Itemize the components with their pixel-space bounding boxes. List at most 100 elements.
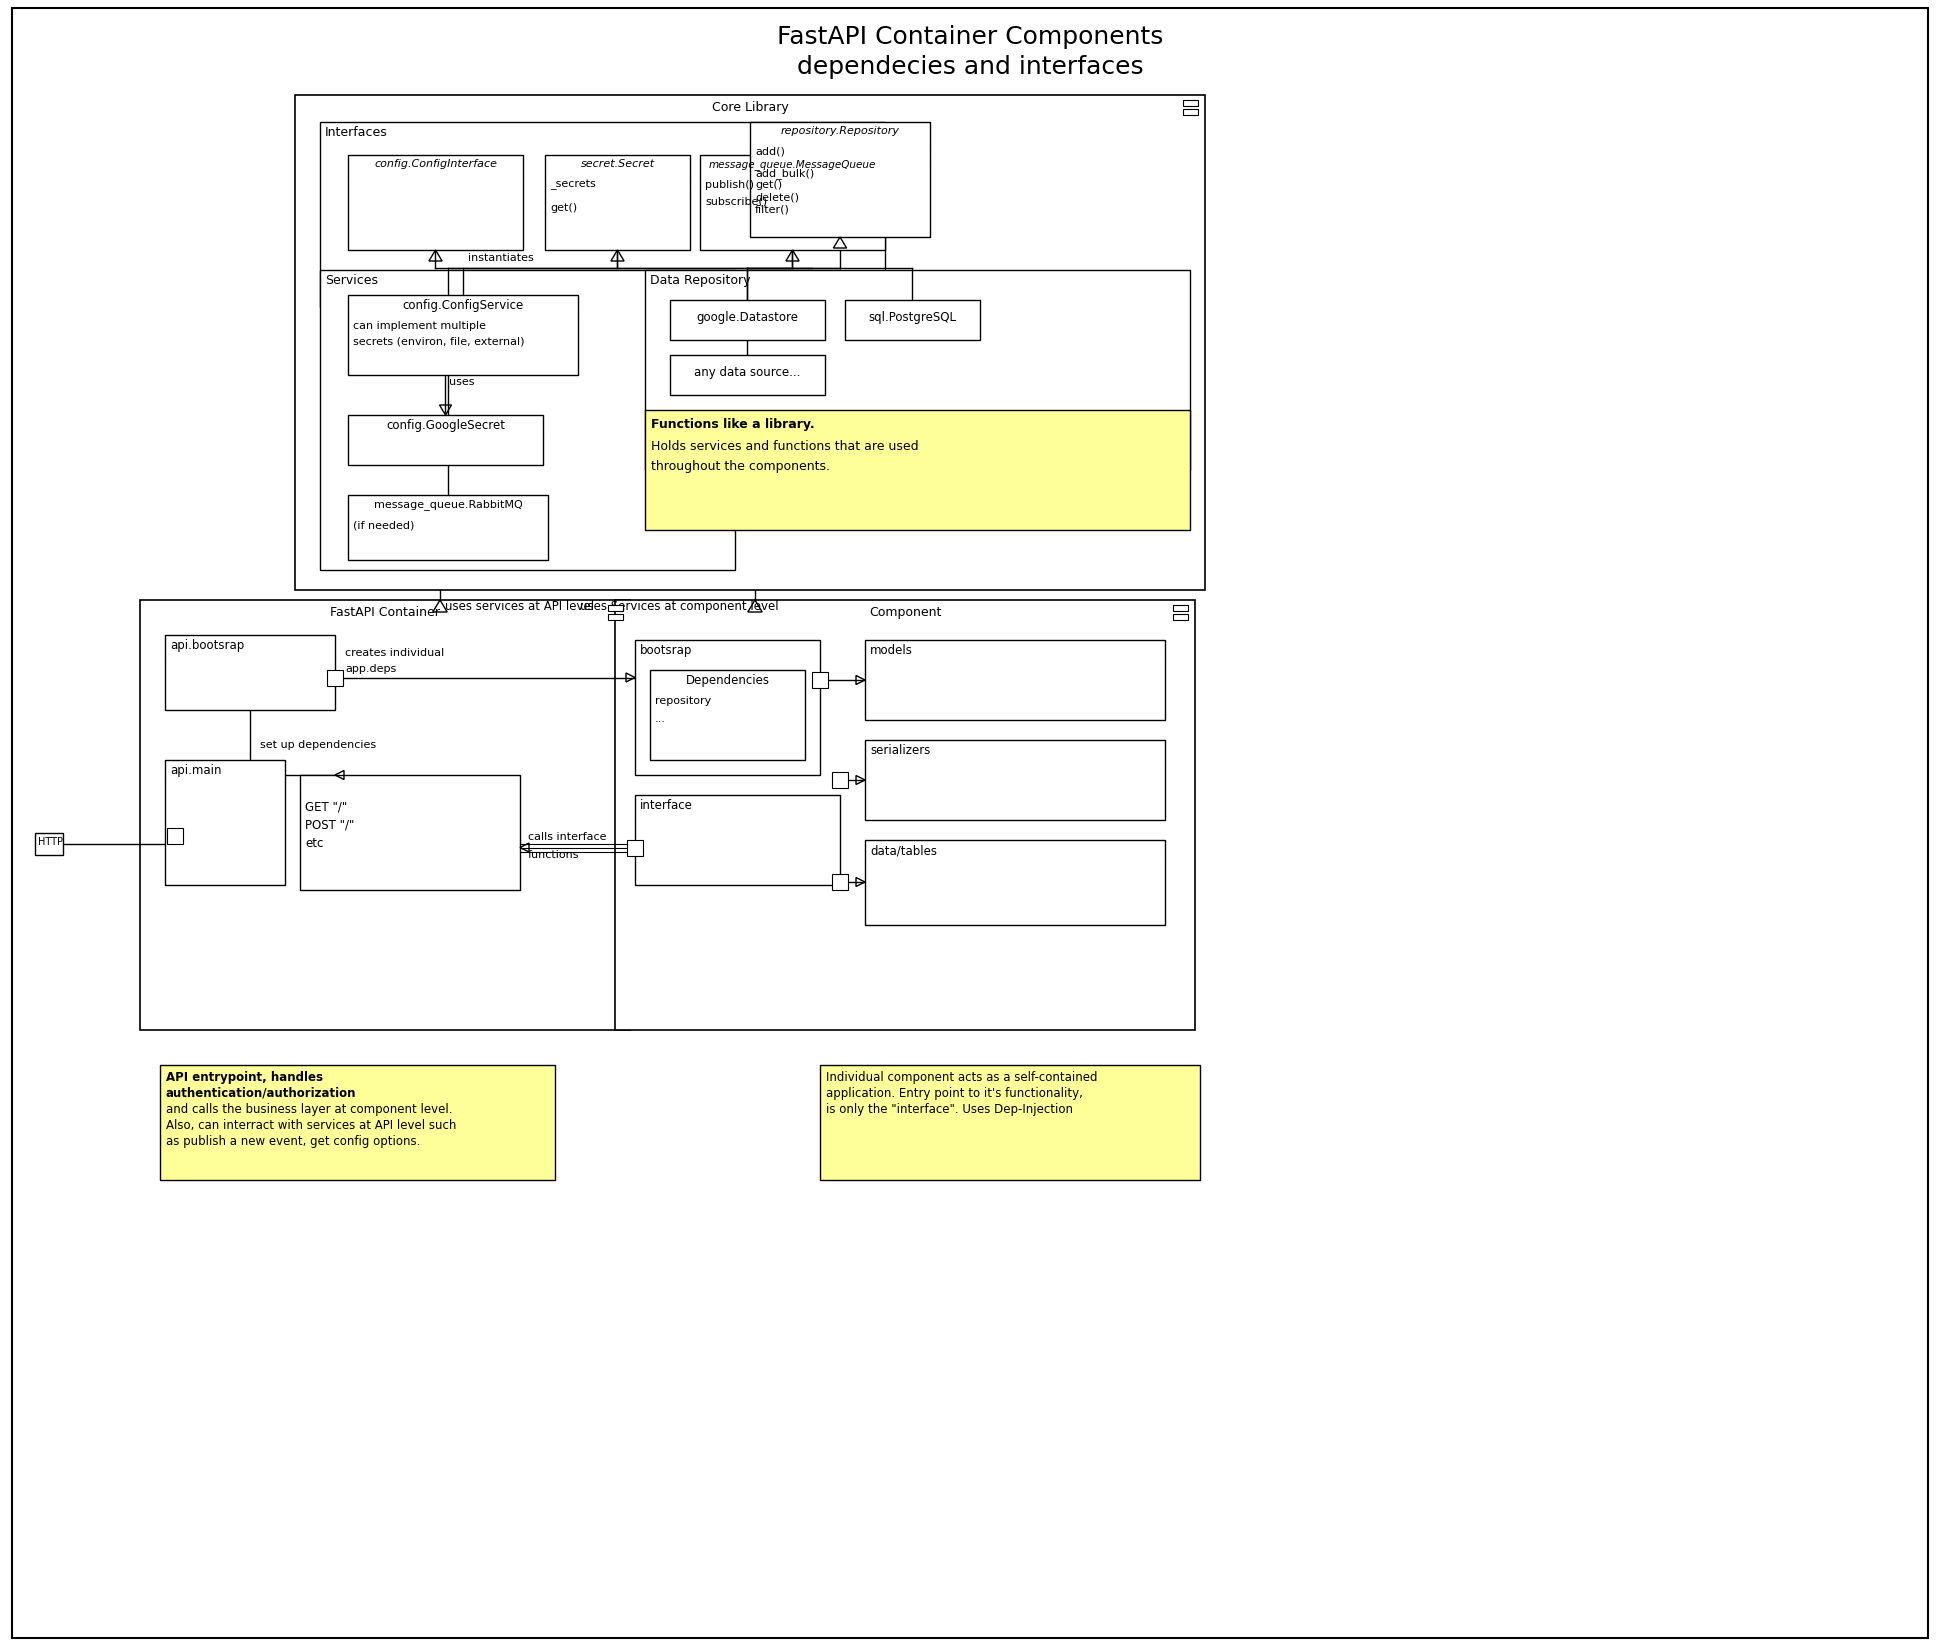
FancyBboxPatch shape (832, 772, 847, 789)
Text: Component: Component (869, 606, 940, 619)
FancyBboxPatch shape (165, 635, 335, 710)
FancyBboxPatch shape (607, 606, 622, 610)
FancyBboxPatch shape (820, 1064, 1200, 1180)
FancyBboxPatch shape (347, 495, 547, 559)
Text: get(): get() (754, 180, 781, 190)
Text: FastAPI Container Components: FastAPI Container Components (776, 25, 1163, 50)
Text: publish(): publish() (704, 180, 754, 190)
FancyBboxPatch shape (1183, 101, 1198, 106)
Text: any data source...: any data source... (694, 366, 801, 380)
Text: data/tables: data/tables (869, 845, 937, 856)
Text: config.ConfigInterface: config.ConfigInterface (374, 158, 496, 168)
Text: config.GoogleSecret: config.GoogleSecret (386, 419, 504, 432)
FancyBboxPatch shape (750, 122, 929, 238)
FancyBboxPatch shape (644, 271, 1189, 470)
FancyBboxPatch shape (545, 155, 690, 251)
FancyBboxPatch shape (320, 271, 735, 569)
Text: ...: ... (655, 714, 665, 724)
Text: api.bootsrap: api.bootsrap (171, 639, 244, 652)
Text: add_bulk(): add_bulk() (754, 168, 814, 178)
Text: Services: Services (326, 274, 378, 287)
FancyBboxPatch shape (669, 355, 824, 394)
Text: calls interface: calls interface (527, 833, 607, 843)
Text: API entrypoint, handles: API entrypoint, handles (167, 1071, 322, 1084)
FancyBboxPatch shape (644, 409, 1189, 530)
Text: api.main: api.main (171, 764, 221, 777)
FancyBboxPatch shape (865, 739, 1165, 820)
Text: Holds services and functions that are used: Holds services and functions that are us… (652, 441, 919, 454)
FancyBboxPatch shape (347, 295, 578, 375)
FancyBboxPatch shape (812, 672, 828, 688)
FancyBboxPatch shape (167, 828, 182, 845)
Text: app.deps: app.deps (345, 663, 396, 673)
Text: filter(): filter() (754, 205, 789, 214)
Text: FastAPI Container: FastAPI Container (330, 606, 440, 619)
Text: Interfaces: Interfaces (326, 125, 388, 139)
FancyBboxPatch shape (615, 601, 1194, 1030)
FancyBboxPatch shape (320, 122, 884, 307)
FancyBboxPatch shape (1173, 606, 1187, 610)
Text: POST "/": POST "/" (304, 818, 355, 832)
Text: can implement multiple: can implement multiple (353, 322, 487, 332)
Text: application. Entry point to it's functionality,: application. Entry point to it's functio… (826, 1087, 1082, 1101)
Text: creates individual: creates individual (345, 647, 444, 657)
Text: and calls the business layer at component level.: and calls the business layer at componen… (167, 1102, 452, 1115)
Text: repository.Repository: repository.Repository (779, 125, 900, 135)
Text: uses Services at component level: uses Services at component level (580, 601, 778, 614)
Text: instantiates: instantiates (467, 252, 533, 262)
Text: _secrets: _secrets (551, 180, 595, 190)
Text: Individual component acts as a self-contained: Individual component acts as a self-cont… (826, 1071, 1097, 1084)
Text: HTTP: HTTP (39, 837, 62, 846)
FancyBboxPatch shape (669, 300, 824, 340)
Text: serializers: serializers (869, 744, 931, 757)
Text: message_queue.RabbitMQ: message_queue.RabbitMQ (374, 498, 522, 510)
FancyBboxPatch shape (347, 416, 543, 465)
Text: (if needed): (if needed) (353, 521, 415, 531)
Text: subscribe(): subscribe() (704, 196, 766, 206)
FancyBboxPatch shape (295, 96, 1204, 591)
Text: Dependencies: Dependencies (684, 673, 770, 686)
FancyBboxPatch shape (301, 776, 520, 889)
FancyBboxPatch shape (700, 155, 884, 251)
Text: interface: interface (640, 799, 692, 812)
FancyBboxPatch shape (650, 670, 805, 761)
FancyBboxPatch shape (1173, 614, 1187, 620)
FancyBboxPatch shape (634, 640, 820, 776)
FancyBboxPatch shape (626, 840, 642, 855)
Text: GET "/": GET "/" (304, 800, 347, 813)
FancyBboxPatch shape (634, 795, 840, 884)
Text: Data Repository: Data Repository (650, 274, 750, 287)
Text: repository: repository (655, 696, 712, 706)
Text: bootsrap: bootsrap (640, 644, 692, 657)
Text: functions: functions (527, 850, 580, 860)
Text: add(): add() (754, 147, 785, 157)
Text: secrets (environ, file, external): secrets (environ, file, external) (353, 337, 524, 346)
Text: authentication/authorization: authentication/authorization (167, 1087, 357, 1101)
Text: uses: uses (450, 376, 475, 388)
Text: get(): get() (551, 203, 576, 213)
Text: throughout the components.: throughout the components. (652, 460, 830, 474)
Text: as publish a new event, get config options.: as publish a new event, get config optio… (167, 1135, 421, 1148)
Text: models: models (869, 644, 913, 657)
FancyBboxPatch shape (328, 670, 343, 685)
Text: message_queue.MessageQueue: message_queue.MessageQueue (708, 158, 876, 170)
FancyBboxPatch shape (165, 761, 285, 884)
FancyBboxPatch shape (845, 300, 979, 340)
FancyBboxPatch shape (865, 840, 1165, 926)
Text: Core Library: Core Library (712, 101, 787, 114)
FancyBboxPatch shape (607, 614, 622, 620)
Text: Functions like a library.: Functions like a library. (652, 417, 814, 431)
FancyBboxPatch shape (1183, 109, 1198, 116)
Text: Also, can interract with services at API level such: Also, can interract with services at API… (167, 1119, 456, 1132)
Text: uses services at API level: uses services at API level (444, 601, 593, 614)
FancyBboxPatch shape (12, 8, 1927, 1638)
FancyBboxPatch shape (865, 640, 1165, 719)
Text: sql.PostgreSQL: sql.PostgreSQL (869, 310, 956, 323)
FancyBboxPatch shape (159, 1064, 555, 1180)
Text: config.ConfigService: config.ConfigService (401, 299, 524, 312)
Text: dependecies and interfaces: dependecies and interfaces (797, 54, 1142, 79)
Text: is only the "interface". Uses Dep-Injection: is only the "interface". Uses Dep-Inject… (826, 1102, 1072, 1115)
FancyBboxPatch shape (140, 601, 630, 1030)
Text: secret.Secret: secret.Secret (580, 158, 653, 168)
Text: delete(): delete() (754, 191, 799, 201)
